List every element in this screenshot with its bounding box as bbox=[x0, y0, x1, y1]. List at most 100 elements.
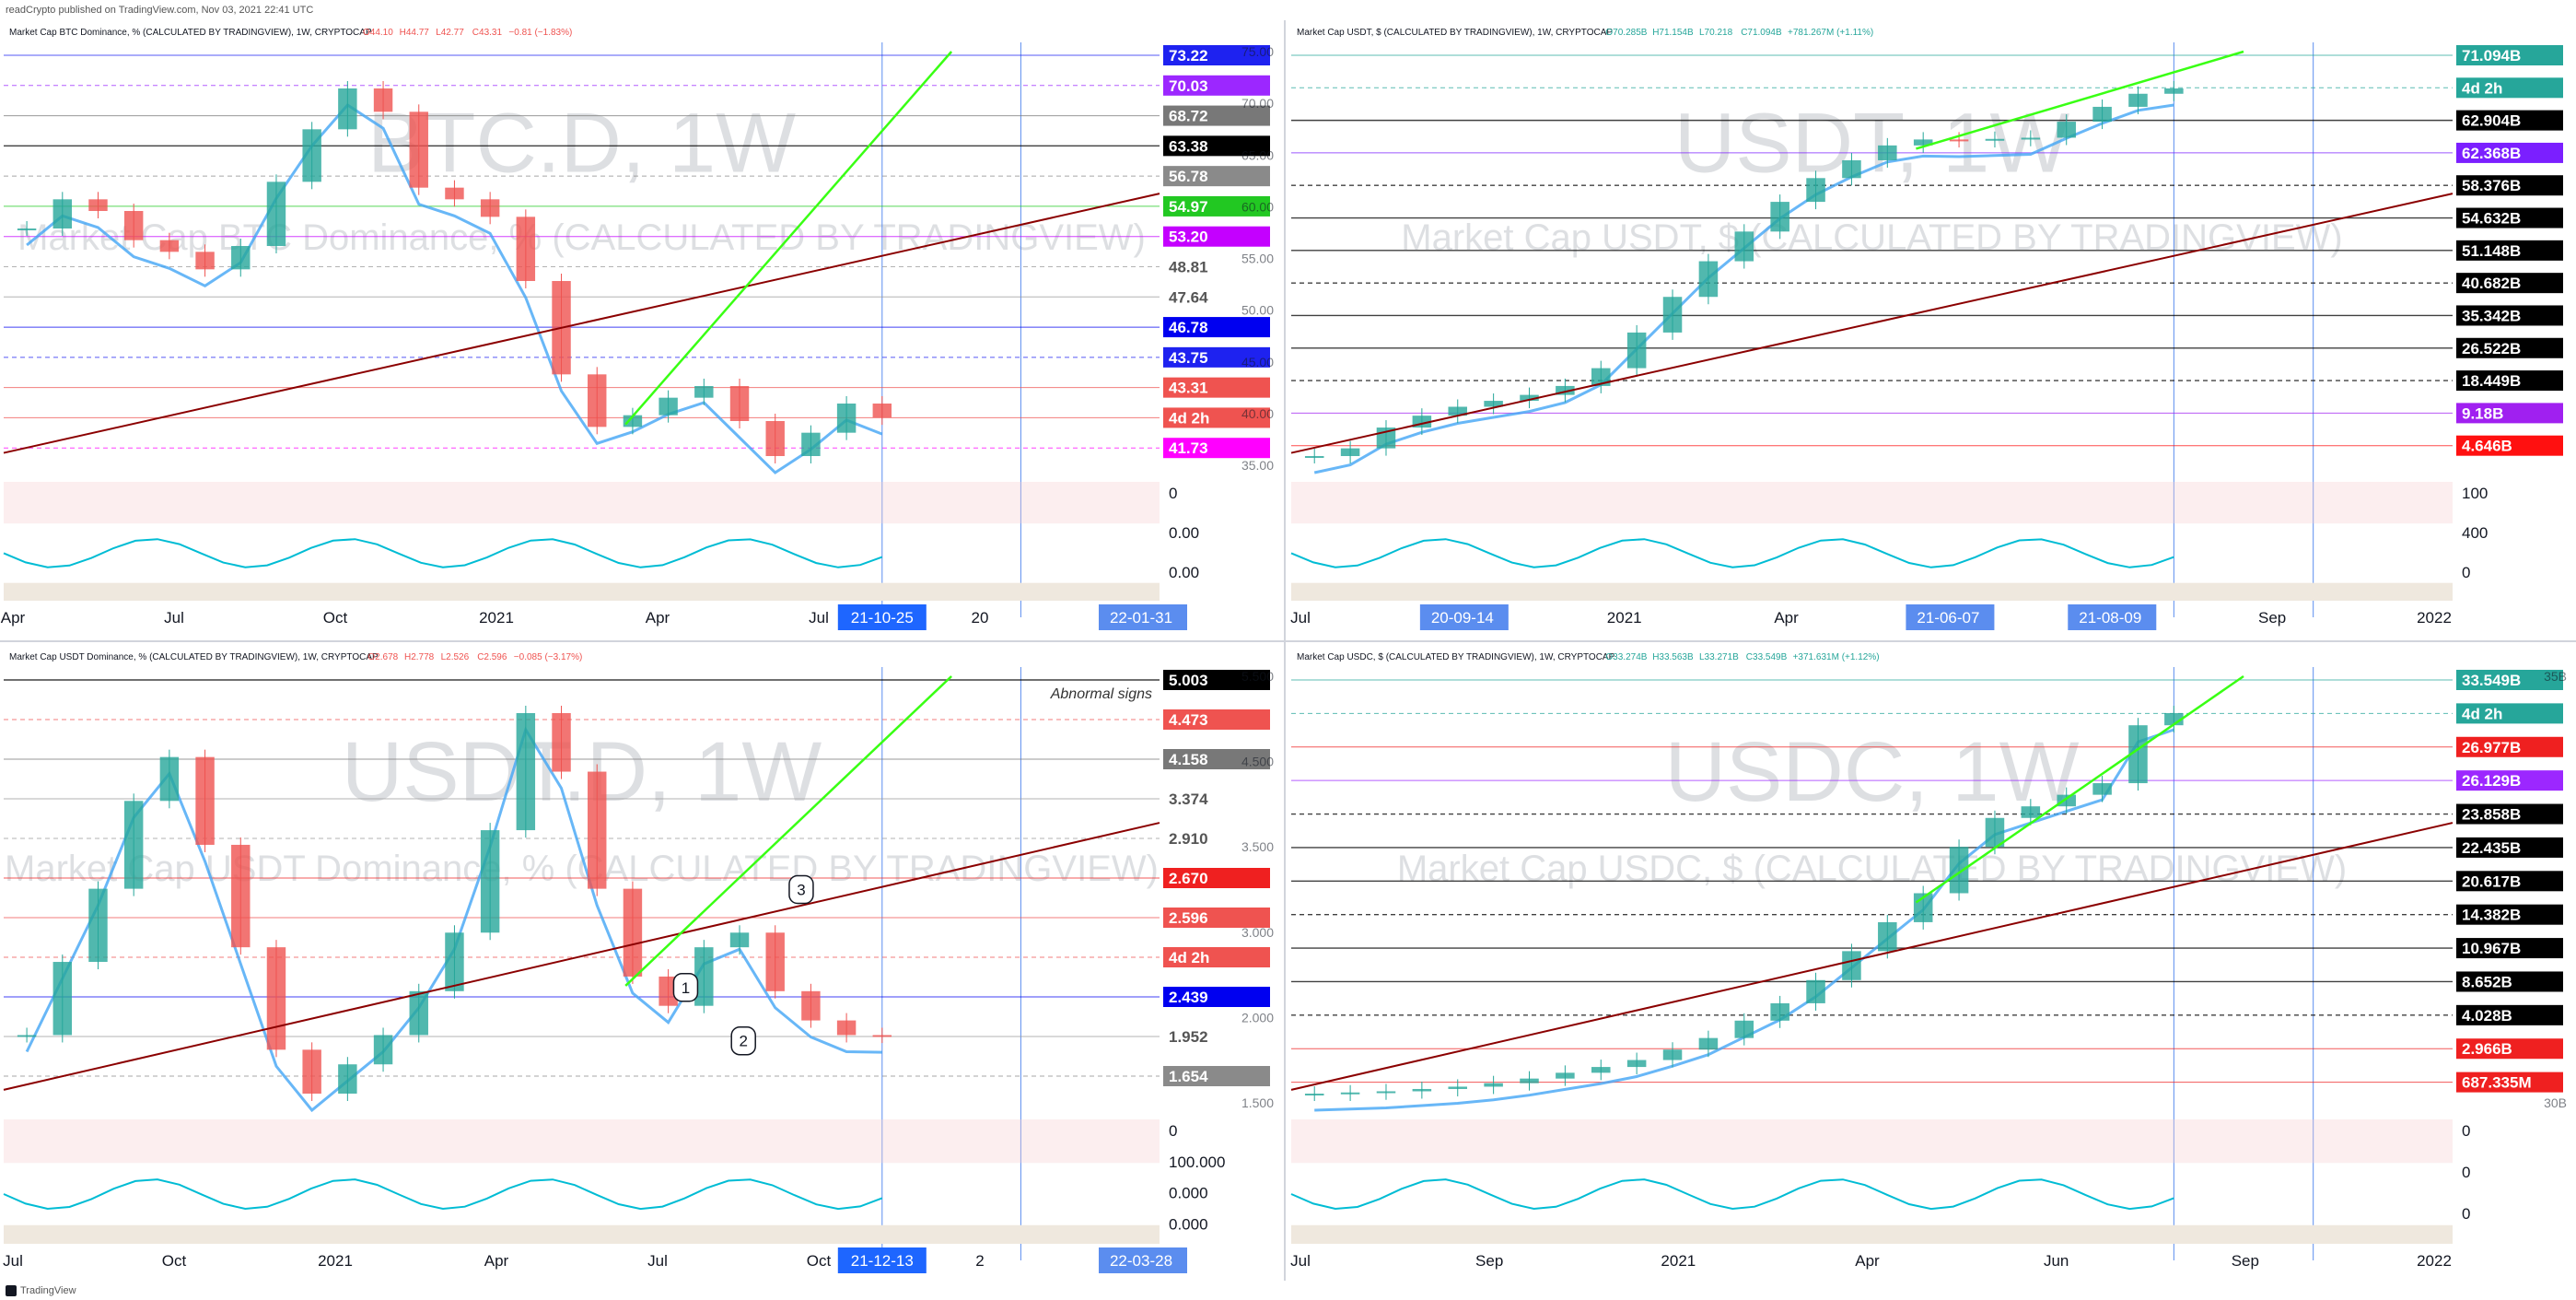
price-label-tag bbox=[2456, 403, 2563, 424]
time-axis-cursor bbox=[837, 604, 927, 630]
price-label-tag bbox=[1163, 868, 1270, 888]
price-label-tag bbox=[2456, 175, 2563, 196]
candle-body bbox=[516, 713, 536, 831]
indicator-volume-band bbox=[1291, 482, 2453, 524]
indicator-tick: 0 bbox=[1169, 485, 1177, 502]
indicator-tick: 0 bbox=[2462, 1205, 2470, 1223]
legend-value: H44.77 bbox=[400, 28, 430, 38]
x-tick-label: Sep bbox=[1475, 1252, 1503, 1270]
x-tick-label: 21-06-07 bbox=[1917, 609, 1979, 627]
y-tick-label: 2.000 bbox=[1241, 1010, 1274, 1025]
chart-panel-3: Market Cap USDT Dominance, % (CALCULATED… bbox=[3, 652, 1274, 1273]
price-label-text: 8.652B bbox=[2462, 973, 2512, 990]
candle-body bbox=[1304, 1094, 1324, 1095]
price-label-tag bbox=[2456, 45, 2563, 65]
y-tick-label: 55.00 bbox=[1241, 252, 1274, 266]
candle-body bbox=[88, 199, 108, 211]
legend-value: O70.285B bbox=[1605, 28, 1647, 38]
legend-value: +371.631M (+1.12%) bbox=[1793, 652, 1880, 662]
price-label-tag bbox=[2456, 370, 2563, 392]
x-tick-label: 20 bbox=[972, 609, 989, 627]
time-axis-highlight bbox=[2068, 604, 2157, 630]
candle-body bbox=[801, 432, 821, 456]
trend-line bbox=[1290, 822, 2454, 1091]
candle-body bbox=[1556, 385, 1575, 395]
price-label-text: 26.977B bbox=[2462, 739, 2521, 756]
indicator-tick: 0 bbox=[2462, 1122, 2470, 1140]
legend-value: H33.563B bbox=[1652, 652, 1694, 662]
x-tick-label: Jul bbox=[3, 1252, 23, 1270]
price-label-tag bbox=[1163, 45, 1270, 65]
candle-body bbox=[1842, 159, 1861, 179]
price-label-text: 43.31 bbox=[1169, 380, 1208, 397]
indicator-tick: 0.000 bbox=[1169, 1215, 1208, 1233]
price-label-text: 43.75 bbox=[1169, 349, 1208, 367]
candle-body bbox=[588, 374, 607, 427]
callout-bubble bbox=[672, 973, 699, 1002]
legend-value: C71.094B bbox=[1741, 28, 1782, 38]
price-label-text: 63.38 bbox=[1169, 137, 1208, 155]
price-label-text: 1.952 bbox=[1169, 1028, 1208, 1046]
y-tick-label: 45.00 bbox=[1241, 355, 1274, 369]
candle-body bbox=[1484, 1083, 1503, 1087]
candle-body bbox=[2164, 88, 2184, 94]
candle-body bbox=[195, 756, 215, 845]
candle-body bbox=[765, 932, 785, 991]
candle-body bbox=[17, 1035, 37, 1037]
x-tick-label: Oct bbox=[323, 609, 348, 627]
x-tick-label: Sep bbox=[2258, 609, 2286, 627]
x-tick-label: 20-09-14 bbox=[1431, 609, 1494, 627]
candle-body bbox=[123, 211, 144, 240]
x-tick-label: Jul bbox=[164, 609, 184, 627]
candle-body bbox=[1662, 1049, 1683, 1060]
time-axis-highlight bbox=[1099, 604, 1187, 630]
indicator-tick: 100 bbox=[2462, 485, 2488, 502]
price-label-text: 5.003 bbox=[1169, 672, 1208, 689]
candle-body bbox=[801, 990, 821, 1021]
price-label-tag bbox=[1163, 377, 1270, 398]
candle-body bbox=[1556, 1072, 1575, 1079]
support-line bbox=[624, 51, 953, 426]
ema-line bbox=[26, 103, 883, 474]
legend-value: C43.31 bbox=[472, 28, 503, 38]
y-tick-label: 3.000 bbox=[1241, 925, 1274, 940]
candle-body bbox=[1626, 332, 1647, 369]
legend-value: O33.274B bbox=[1605, 652, 1647, 662]
candle-body bbox=[1591, 1067, 1611, 1073]
candle-body bbox=[1770, 202, 1789, 232]
candle-body bbox=[1806, 979, 1825, 1003]
callout-label: 1 bbox=[682, 979, 690, 997]
price-label-text: 4.028B bbox=[2462, 1007, 2512, 1025]
candle-body bbox=[2057, 122, 2076, 138]
x-highlight-label: 21-12-13 bbox=[851, 1252, 914, 1270]
time-axis-highlight bbox=[1419, 604, 1509, 630]
price-label-text: 41.73 bbox=[1169, 439, 1208, 457]
callout-label: 3 bbox=[797, 882, 805, 899]
indicator-volume-band bbox=[4, 1119, 1160, 1164]
candle-body bbox=[1591, 368, 1611, 386]
candle-body bbox=[1698, 261, 1719, 298]
x-tick-label: 2021 bbox=[1661, 1252, 1696, 1270]
candle-body bbox=[516, 217, 536, 281]
x-tick-label: 2 bbox=[975, 1252, 984, 1270]
price-label-text: 26.522B bbox=[2462, 340, 2521, 357]
candle-body bbox=[2021, 137, 2041, 140]
legend-value: H71.154B bbox=[1652, 28, 1694, 38]
candle-body bbox=[88, 888, 108, 963]
chart-panel-2: Market Cap USDT, $ (CALCULATED BY TRADIN… bbox=[1290, 28, 2563, 630]
candle-body bbox=[2128, 93, 2148, 107]
candle-body bbox=[266, 182, 286, 246]
legend-value: H2.778 bbox=[404, 652, 435, 662]
price-label-text: 687.335M bbox=[2462, 1074, 2532, 1092]
price-label-text: 53.20 bbox=[1169, 228, 1208, 246]
candle-body bbox=[2092, 106, 2112, 123]
indicator-tick: 0.000 bbox=[1169, 1185, 1208, 1202]
candle-body bbox=[872, 1035, 892, 1037]
price-label-tag bbox=[2456, 971, 2563, 992]
candle-body bbox=[694, 386, 714, 398]
trend-line bbox=[3, 193, 1160, 454]
candle-body bbox=[52, 199, 73, 228]
callout-bubble bbox=[730, 1025, 756, 1056]
price-label-tag bbox=[2456, 904, 2563, 925]
price-label-text: 35.342B bbox=[2462, 307, 2521, 324]
